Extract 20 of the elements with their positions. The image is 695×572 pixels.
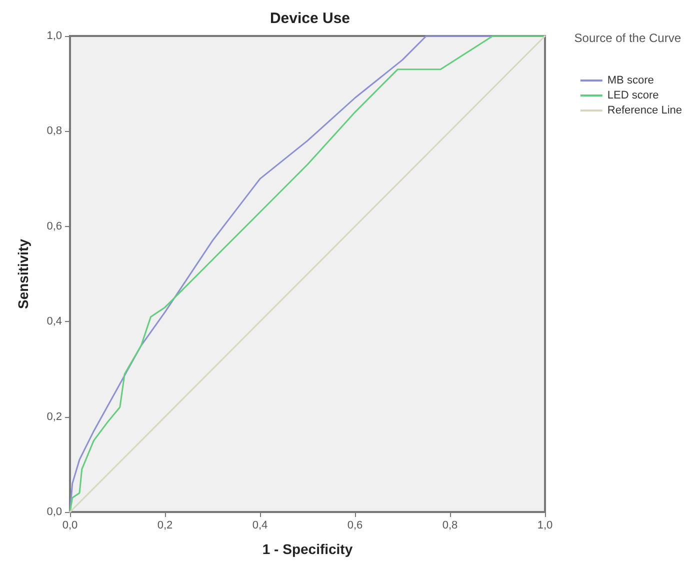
x-tick-label: 0,8 [442, 520, 458, 532]
x-tick-label: 1,0 [537, 520, 553, 532]
y-tick-label: 0,2 [46, 410, 62, 423]
chart-title: Device Use [270, 10, 350, 27]
legend-label: Reference Line [607, 104, 682, 116]
y-axis-title: Sensitivity [15, 238, 31, 310]
y-tick-label: 0,4 [46, 316, 62, 328]
y-tick-label: 1,0 [46, 30, 62, 42]
legend-label: LED score [607, 90, 659, 102]
y-tick-label: 0,8 [46, 125, 62, 138]
line-series [69, 35, 546, 513]
y-tick-label: 0,0 [46, 506, 62, 518]
y-tick-label: 0,6 [46, 220, 62, 232]
x-tick-label: 0,6 [347, 520, 363, 532]
x-tick-label: 0,2 [157, 520, 173, 532]
x-tick-label: 0,4 [252, 520, 268, 532]
x-axis-title: 1 - Specificity [262, 541, 353, 557]
legend-title: Source of the Curve [574, 31, 682, 45]
x-tick-label: 0,0 [62, 520, 78, 532]
legend-label: MB score [607, 74, 654, 86]
